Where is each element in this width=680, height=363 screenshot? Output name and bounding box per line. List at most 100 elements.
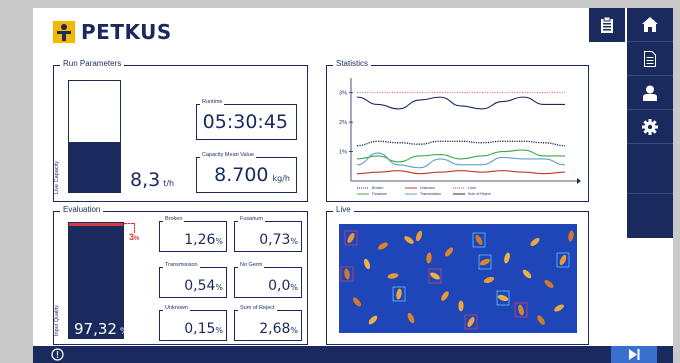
runtime-value: 05:30:45 xyxy=(202,111,288,133)
info-icon[interactable] xyxy=(51,348,64,361)
field-label: Broken xyxy=(163,216,185,222)
settings-button[interactable] xyxy=(627,110,673,144)
user-button[interactable] xyxy=(627,76,673,110)
app-window: PETKUS xyxy=(33,8,673,363)
limit-line xyxy=(69,223,123,226)
legend-label: Broken xyxy=(372,186,383,190)
grain-kernel xyxy=(518,304,524,316)
field-label: Transmission xyxy=(163,262,200,268)
detection-box xyxy=(344,230,358,246)
field-label: No Germ xyxy=(238,262,265,268)
grain-kernel xyxy=(347,233,355,243)
field-readout: 2,68% xyxy=(259,321,298,337)
capacity-readout: 8,3 t/h xyxy=(130,169,174,191)
next-button[interactable] xyxy=(611,346,657,363)
y-tick-label: 3% xyxy=(339,91,347,97)
field-readout: 1,26% xyxy=(184,232,223,248)
grain-kernel xyxy=(407,312,415,324)
brand-name: PETKUS xyxy=(81,20,172,44)
document-icon xyxy=(644,50,656,67)
grain-kernel xyxy=(396,288,402,300)
unknown-field: Unknown 0,15% xyxy=(159,305,227,341)
capacity-mean-label: Capacity Mean Value xyxy=(200,152,256,158)
limit-readout: 3% xyxy=(129,232,139,242)
detection-box xyxy=(340,266,354,282)
grain-kernel xyxy=(475,235,483,245)
statistics-chart: 3% 2% 1% Broken Unknown Limit Fusarium Transmi… xyxy=(339,78,581,196)
legend-label: Limit xyxy=(468,186,476,190)
document-button[interactable] xyxy=(627,42,673,76)
detection-box xyxy=(556,252,570,268)
grain-kernel xyxy=(554,304,564,312)
gear-icon xyxy=(642,118,658,135)
statistics-panel: Statistics 3% 2% 1% Broken Unknown Limit Fusa… xyxy=(326,59,589,202)
grain-kernel xyxy=(544,279,554,289)
legend-label: Fusarium xyxy=(372,192,387,196)
legend-label: Unknown xyxy=(420,186,435,190)
limit-value: 3 xyxy=(129,232,135,242)
field-label: Sum of Reject xyxy=(238,305,277,311)
grain-kernel xyxy=(568,230,574,242)
grain-kernel xyxy=(415,230,423,242)
field-unit: % xyxy=(290,326,298,335)
field-readout: 0,54% xyxy=(184,278,223,294)
grain-kernel xyxy=(479,258,491,266)
grain-kernel xyxy=(467,317,475,327)
side-navigation xyxy=(627,8,673,238)
legend-label: Transmission xyxy=(420,192,441,196)
grain-kernel xyxy=(404,236,414,244)
evaluation-panel: Evaluation Input Quality 3% 97,32% Broke… xyxy=(53,205,308,345)
live-panel: Live xyxy=(326,205,589,345)
report-button[interactable] xyxy=(589,8,625,42)
quality-readout: 97,32% xyxy=(74,320,129,338)
sum-of-reject-field: Sum of Reject 2,68% xyxy=(234,305,302,341)
grain-kernel xyxy=(352,297,362,307)
field-unit: % xyxy=(215,237,223,246)
live-camera-feed xyxy=(339,224,577,333)
field-value: 0,73 xyxy=(259,232,291,248)
grain-kernel xyxy=(537,315,545,325)
input-quality-label: Input Quality xyxy=(54,305,60,336)
field-label: Fusarium xyxy=(238,216,265,222)
field-readout: 0,15% xyxy=(184,321,223,337)
panel-title: Run Parameters xyxy=(60,59,125,68)
grain-kernel xyxy=(426,252,432,264)
detection-box xyxy=(428,268,442,284)
limit-marker xyxy=(124,223,134,224)
limit-unit: % xyxy=(134,236,140,242)
grain-kernel xyxy=(444,247,454,257)
panel-title: Evaluation xyxy=(60,205,104,214)
capacity-mean-unit: kg/h xyxy=(272,174,290,183)
field-unit: % xyxy=(290,283,298,292)
quality-unit: % xyxy=(119,327,129,337)
detection-box xyxy=(472,232,486,248)
field-value: 0,0 xyxy=(268,278,291,294)
grain-kernel xyxy=(530,237,540,247)
series-line-transmission xyxy=(356,152,566,169)
field-value: 0,54 xyxy=(184,278,216,294)
capacity-mean-readout: 8.700 kg/h xyxy=(214,164,290,186)
grain-kernel xyxy=(363,258,371,270)
status-bar xyxy=(33,346,673,363)
y-tick-label: 1% xyxy=(339,150,347,156)
quality-gauge-fill xyxy=(69,226,123,338)
detection-box xyxy=(464,314,478,330)
series-line-unknown xyxy=(356,170,566,175)
skip-forward-icon xyxy=(629,349,640,360)
nav-empty-slot xyxy=(627,144,673,194)
clipboard-icon xyxy=(601,16,613,33)
panel-title: Live xyxy=(333,205,354,214)
user-icon xyxy=(643,85,657,101)
panel-title: Statistics xyxy=(333,59,372,68)
grain-kernel xyxy=(458,300,464,312)
detection-box xyxy=(478,254,492,270)
field-readout: 0,73% xyxy=(259,232,298,248)
grain-kernel xyxy=(344,268,350,280)
home-button[interactable] xyxy=(627,8,673,42)
grain-kernel xyxy=(368,315,378,325)
grain-kernel xyxy=(441,291,449,301)
capacity-mean-value: 8.700 xyxy=(214,164,269,186)
detection-box xyxy=(496,290,510,306)
capacity-value: 8,3 xyxy=(130,169,161,191)
field-value: 2,68 xyxy=(259,321,291,337)
